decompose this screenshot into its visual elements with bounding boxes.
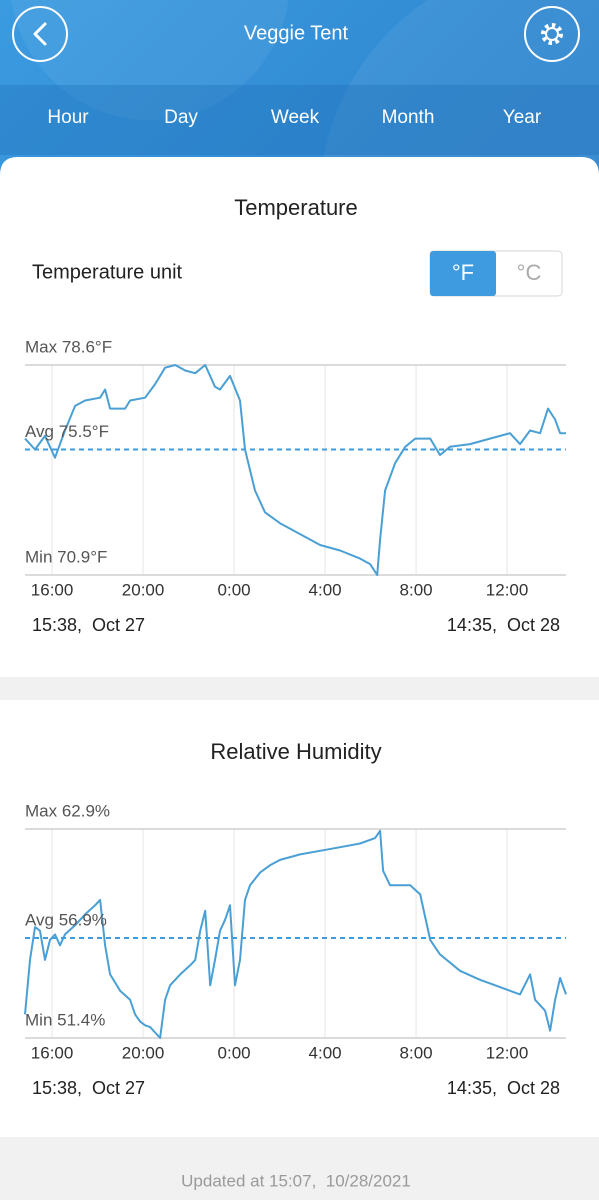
x-tick-label: 4:00 [309,580,342,599]
tab[interactable]: Month [382,107,435,128]
data-line [24,364,566,576]
x-tick-label: 12:00 [486,1043,529,1062]
x-tick-label: 16:00 [31,580,74,599]
reference-label: Max 62.9% [25,801,110,820]
reference-label: Avg 75.5°F [25,422,109,441]
reference-label: Max 78.6°F [25,337,112,356]
reference-label: Avg 56.9% [25,911,107,930]
tab-bar [0,85,599,155]
x-tick-label: 0:00 [218,1043,251,1062]
x-tick-label: 20:00 [122,580,165,599]
settings-button[interactable] [524,6,580,62]
unit-option[interactable]: °C [517,260,542,285]
x-tick-label: 4:00 [309,1043,342,1062]
x-tick-label: 0:00 [218,580,251,599]
start-label: 15:38, Oct 27 [32,1078,145,1098]
reference-label: Min 70.9°F [25,547,107,566]
header-bg [0,0,599,175]
tab[interactable]: Week [271,107,320,128]
x-tick-label: 16:00 [31,1043,74,1062]
back-button[interactable] [12,6,68,62]
chart-title: Temperature [234,195,358,220]
data-line [24,829,567,1039]
unit-option[interactable]: °F [452,260,474,285]
header-title: Veggie Tent [244,22,349,44]
end-label: 14:35, Oct 28 [447,1078,560,1098]
header-deco [11,0,289,120]
x-tick-label: 8:00 [400,1043,433,1062]
start-label: 15:38, Oct 27 [32,615,145,635]
end-label: 14:35, Oct 28 [447,615,560,635]
x-tick-label: 8:00 [400,580,433,599]
chart-title: Relative Humidity [210,739,381,764]
tab[interactable]: Year [503,107,542,128]
reference-label: Min 51.4% [25,1010,105,1029]
unit-label: Temperature unit [32,261,183,283]
humidity-card [0,700,599,1137]
unit-option-bg [430,251,496,296]
x-tick-label: 20:00 [122,1043,165,1062]
tab[interactable]: Day [164,107,198,128]
tab[interactable]: Hour [47,107,89,128]
updated-text: Updated at 15:07, 10/28/2021 [181,1171,411,1190]
x-tick-label: 12:00 [486,580,529,599]
